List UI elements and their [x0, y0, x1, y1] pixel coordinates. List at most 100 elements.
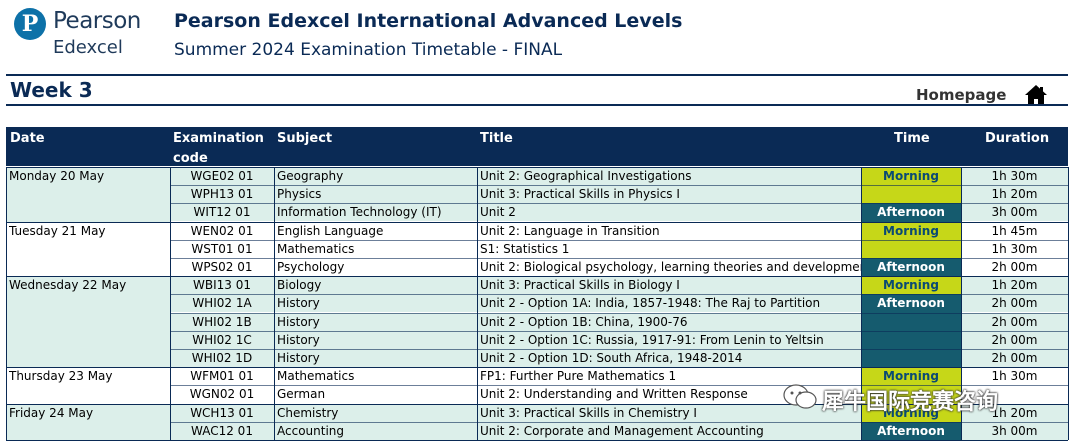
subject-cell: English Language [274, 221, 477, 240]
header-rule-bottom [6, 104, 1068, 106]
subject-cell: Physics [274, 185, 477, 204]
title-cell: Unit 3: Practical Skills in Physics I [477, 185, 861, 204]
time-slot-label: Afternoon [877, 423, 945, 438]
grid-hline [170, 294, 1068, 296]
duration-cell: 1h 20m [961, 403, 1068, 422]
time-slot-label: Morning [883, 278, 939, 293]
subject-cell: Psychology [274, 258, 477, 276]
date-cell: Tuesday 21 May [9, 223, 106, 238]
time-slot-label: Morning [883, 369, 939, 384]
watermark-text: 犀牛国际竞赛咨询 [822, 390, 999, 415]
grid-vline [6, 167, 7, 440]
duration-cell: 2h 00m [961, 330, 1068, 349]
time-slot-morning: Morning [861, 221, 961, 258]
subject-cell: German [274, 385, 477, 404]
date-cell: Monday 20 May [9, 169, 105, 183]
grid-vline [170, 167, 171, 440]
time-slot-afternoon: Afternoon [861, 294, 961, 368]
grid-hline [6, 367, 1068, 369]
title-cell: S1: Statistics 1 [477, 239, 861, 258]
subject-cell: Biology [274, 276, 477, 295]
grid-hline [170, 239, 1068, 241]
code-cell: WHI02 1A [170, 294, 274, 313]
duration-cell: 2h 00m [961, 258, 1068, 276]
code-cell: WHI02 1C [170, 330, 274, 349]
date-cell: Wednesday 22 May [9, 278, 127, 293]
week-heading: Week 3 [10, 78, 93, 102]
grid-hline [6, 403, 1068, 405]
subject-cell: History [274, 294, 477, 313]
title-cell: Unit 2 - Option 1D: South Africa, 1948-2… [477, 349, 861, 367]
time-slot-morning: Morning [861, 276, 961, 295]
duration-cell: 2h 00m [961, 294, 1068, 313]
page-title: Pearson Edexcel International Advanced L… [174, 10, 683, 32]
title-cell: Unit 2: Understanding and Written Respon… [477, 385, 861, 404]
grid-hline [6, 276, 1068, 278]
code-cell: WCH13 01 [170, 403, 274, 422]
title-cell: Unit 2 - Option 1B: China, 1900-76 [477, 312, 861, 331]
title-cell: Unit 2 - Option 1C: Russia, 1917-91: Fro… [477, 330, 861, 349]
title-cell: Unit 2: Language in Transition [477, 221, 861, 240]
pearson-logo-mark: P [14, 8, 46, 40]
time-slot-afternoon: Afternoon [861, 203, 961, 222]
subject-cell: Accounting [274, 421, 477, 440]
time-slot-label: Morning [883, 405, 939, 420]
code-cell: WHI02 1D [170, 349, 274, 367]
column-header-duration: Duration [985, 131, 1050, 146]
code-cell: WPH13 01 [170, 185, 274, 204]
duration-cell: 2h 00m [961, 349, 1068, 367]
code-cell: WAC12 01 [170, 421, 274, 440]
code-cell: WFM01 01 [170, 367, 274, 386]
column-header-date: Date [10, 131, 45, 146]
column-header-title: Title [480, 131, 513, 146]
grid-vline [861, 167, 862, 440]
time-slot-label: Afternoon [877, 296, 945, 311]
subject-cell: Mathematics [274, 367, 477, 386]
grid-hline [170, 421, 1068, 423]
time-slot-afternoon: Afternoon [861, 258, 961, 277]
date-group-cell [6, 367, 170, 404]
title-cell: Unit 2 - Option 1A: India, 1857-1948: Th… [477, 294, 861, 313]
code-cell: WEN02 01 [170, 221, 274, 240]
grid-vline [274, 167, 275, 440]
grid-hline [6, 167, 1068, 168]
column-header-subject: Subject [277, 131, 333, 146]
grid-hline [170, 258, 1068, 259]
wechat-icon [783, 384, 817, 409]
grid-hline [6, 221, 1068, 223]
date-group-cell [6, 403, 170, 440]
date-group-cell [6, 167, 170, 222]
title-cell: Unit 2: Biological psychology, learning … [477, 258, 861, 276]
subject-cell: History [274, 312, 477, 331]
table-header [6, 127, 1068, 166]
time-slot-label: Afternoon [877, 205, 945, 220]
duration-cell: 1h 20m [961, 276, 1068, 295]
code-cell: WHI02 1B [170, 312, 274, 331]
code-cell: WIT12 01 [170, 203, 274, 222]
grid-hline [170, 385, 1068, 387]
grid-hline [6, 440, 1068, 441]
column-header-code-line2: code [173, 151, 208, 166]
time-slot-morning: Morning [861, 367, 961, 404]
homepage-link[interactable]: Homepage [916, 86, 1007, 104]
home-icon[interactable] [1024, 84, 1048, 106]
grid-vline [961, 167, 962, 440]
logo-text-edexcel: Edexcel [53, 37, 123, 58]
subject-cell: History [274, 330, 477, 349]
duration-cell: 3h 00m [961, 421, 1068, 440]
grid-hline [170, 349, 1068, 350]
duration-cell: 2h 00m [961, 312, 1068, 331]
duration-cell: 1h 20m [961, 185, 1068, 204]
date-group-cell [6, 276, 170, 368]
date-group-cell [6, 221, 170, 277]
duration-cell: 1h 30m [961, 239, 1068, 258]
header-rule-top [6, 74, 1068, 76]
time-slot-label: Morning [883, 223, 939, 238]
grid-vline [1068, 167, 1069, 440]
code-cell: WGE02 01 [170, 167, 274, 185]
title-cell: FP1: Further Pure Mathematics 1 [477, 367, 861, 386]
grid-hline [170, 330, 1068, 332]
time-slot-label: Morning [883, 169, 939, 183]
date-cell: Thursday 23 May [9, 369, 113, 384]
subject-cell: History [274, 349, 477, 367]
